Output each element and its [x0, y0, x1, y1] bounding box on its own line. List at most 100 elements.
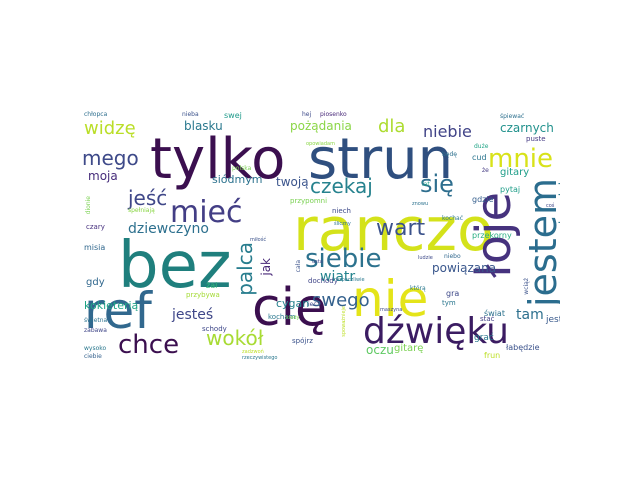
word-mego: mego — [82, 146, 139, 170]
word-rzeczywistego: rzeczywistego — [242, 355, 278, 361]
word-ciebie: ciebie — [84, 353, 102, 360]
word-znowu: znowu — [412, 201, 429, 207]
word-kokieteria: kokieterią — [84, 299, 139, 312]
word-dziewczyno: dziewczyno — [128, 221, 209, 237]
word-niebie: niebie — [423, 122, 472, 141]
word-iec: iec — [308, 301, 317, 308]
word-przypomni: przypomni — [290, 197, 328, 205]
word-dochody: dochody — [308, 277, 338, 285]
word-wysoko: wysoko — [84, 345, 107, 352]
word-moja: moja — [88, 169, 118, 183]
word-dzwieku: dźwięku — [363, 311, 509, 352]
word-duze: duże — [474, 143, 489, 150]
word-bez: bez — [118, 229, 232, 303]
word-spojrz: spójrz — [292, 337, 313, 345]
word-spiewac: śpiewać — [500, 113, 525, 120]
word-miec: mieć — [170, 195, 243, 230]
word-tam: tam — [516, 307, 544, 323]
word-blasku: blasku — [184, 119, 223, 133]
word-rozpaczliwie: rozpaczliwie — [334, 277, 365, 283]
word-ranczo: ranczo — [293, 195, 494, 265]
word-cloud: tylko strun bez ranczo ref cię nie łoje … — [80, 110, 560, 370]
word-siodmym: siódmym — [212, 173, 263, 186]
word-piosenko: piosenko — [320, 111, 347, 118]
word-kochac: kochać — [442, 215, 464, 222]
word-spowaznieje: spoważnieje — [341, 306, 347, 337]
word-dla: dla — [378, 116, 406, 137]
word-czarnych: czarnych — [500, 121, 554, 135]
word-siebie: siebie — [305, 244, 382, 274]
word-ludzie: ludzie — [418, 255, 433, 261]
word-ze: że — [482, 167, 489, 174]
word-chlopca: chłopca — [84, 111, 108, 118]
word-schody: schody — [202, 325, 227, 333]
word-misia: misia — [84, 243, 106, 252]
word-palca: palca — [233, 242, 257, 296]
word-gdzie: gdzie — [472, 195, 494, 204]
word-gitare: gitarę — [394, 343, 424, 354]
word-zadzwon: zadzwoń — [242, 349, 264, 355]
word-sliczny: śliczny — [334, 221, 351, 227]
word-lat: lat — [422, 181, 430, 188]
word-cos: coś — [546, 203, 555, 209]
word-cud: cud — [472, 153, 487, 162]
word-jestes: jesteś — [172, 307, 214, 323]
word-twoja: twoją — [276, 175, 309, 189]
word-czekaj: czekaj — [310, 174, 373, 198]
word-chce: chce — [118, 330, 180, 360]
word-kocham: kocham — [268, 313, 296, 321]
word-swietna: świetna — [84, 317, 108, 324]
word-stac: stać — [480, 315, 495, 323]
word-ktora: którą — [410, 285, 426, 292]
word-frun: frun — [484, 351, 501, 360]
word-gra: gra — [446, 289, 460, 298]
word-gdy: gdy — [86, 277, 105, 288]
word-niewolnico: niewolnico — [557, 168, 560, 232]
word-cygan: cygan — [276, 297, 310, 310]
word-gitary: gitary — [500, 167, 530, 178]
word-kiedy: kiedy — [286, 315, 300, 321]
word-swiat: świat — [484, 309, 505, 318]
word-cala: cała — [295, 260, 302, 273]
word-spelniaja: spełniają — [128, 207, 155, 214]
word-wiatr: wiatr — [320, 269, 356, 285]
word-jest: jest — [546, 315, 560, 325]
word-usta: usta — [312, 259, 323, 265]
word-opowiadam: opowiadam — [306, 141, 335, 147]
word-pozadania: pożądania — [290, 119, 352, 133]
word-ref: ref — [84, 282, 152, 340]
word-milosc: miłość — [250, 237, 267, 243]
word-polska: polska — [232, 165, 252, 172]
word-sie: się — [420, 170, 454, 198]
word-maszyna: maszyna — [380, 307, 403, 313]
word-cie: cię — [252, 278, 328, 338]
word-dionie: dionie — [85, 196, 92, 215]
word-niebo: niebo — [444, 253, 461, 260]
word-wart: wart — [376, 216, 426, 241]
word-labedzie: łabędzie — [506, 343, 540, 352]
word-niech: niech — [332, 207, 351, 215]
word-zal: żal — [206, 281, 218, 290]
word-oczu: oczu — [366, 343, 394, 357]
word-tylko: tylko — [150, 127, 286, 192]
word-hej: hej — [302, 111, 312, 118]
word-nie: nie — [352, 270, 429, 328]
word-nieba: nieba — [182, 111, 199, 118]
word-puste: puste — [526, 135, 546, 143]
word-wciaz: wciąż — [523, 278, 530, 295]
word-pytaj: pytaj — [500, 185, 521, 194]
word-tym: tym — [442, 299, 456, 307]
word-swej: swej — [224, 111, 242, 120]
word-widze: widzę — [84, 118, 136, 139]
word-swego: swego — [312, 290, 370, 311]
word-mnie: mnie — [488, 144, 554, 174]
word-przybywa: przybywa — [186, 291, 220, 299]
word-czary: czary — [86, 223, 105, 231]
word-wokol: wokół — [206, 326, 264, 350]
word-strun: strun — [308, 127, 454, 192]
word-jesc: jeść — [128, 186, 168, 210]
word-bede: będę — [442, 151, 457, 158]
word-jak: jak — [259, 258, 273, 276]
word-powiazana: powiązana — [432, 261, 497, 275]
word-przekorny: przekorny — [472, 231, 512, 240]
